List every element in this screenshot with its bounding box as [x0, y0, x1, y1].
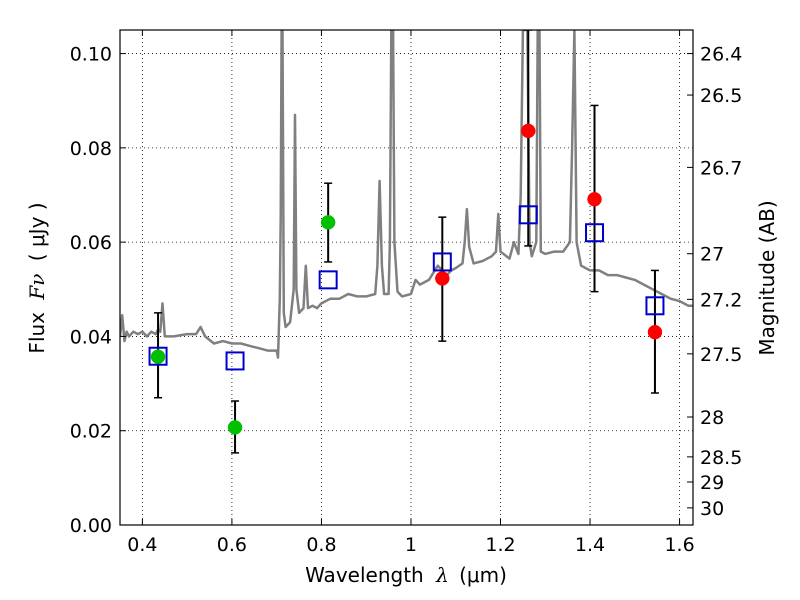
data-point-square — [518, 205, 538, 225]
x-tick-labels: 0.4 0.6 0.8 1 1.2 1.4 1.6 — [127, 534, 694, 556]
y2-tick-label: 28.5 — [700, 447, 742, 469]
y-axis-label-prefix: Flux — [25, 312, 49, 354]
plot-frame — [119, 29, 694, 526]
data-point-square — [318, 270, 338, 290]
y-tick-label: 0.08 — [70, 138, 112, 160]
y2-tick-label: 26.5 — [700, 85, 742, 107]
data-point-circle — [435, 271, 450, 286]
x-axis-label-prefix: Wavelength — [305, 563, 424, 587]
data-point-circle — [647, 324, 663, 340]
y-tick-label: 0.10 — [70, 44, 112, 66]
spectrum-line — [120, 30, 693, 359]
x-tick-label: 1.2 — [485, 534, 515, 556]
y-tick-labels: 0.00 0.02 0.04 0.06 0.08 0.10 — [70, 44, 112, 537]
data-point-circle — [521, 123, 536, 139]
y2-tick-label: 26.7 — [700, 157, 742, 179]
data-point-square — [225, 351, 245, 371]
data-markers — [148, 123, 665, 435]
y2-tick-label: 26.4 — [700, 44, 742, 66]
data-point-circle — [150, 349, 166, 364]
error-bars — [154, 30, 659, 454]
x-axis-label: Wavelength λ (μm) — [305, 563, 507, 587]
data-point-square — [148, 346, 168, 366]
y-tick-label: 0.00 — [70, 515, 112, 537]
y-axis-label: Flux Fν ( μJy ) — [25, 202, 49, 353]
x-tick-label: 1 — [405, 534, 417, 556]
data-point-square — [432, 252, 452, 272]
y2-tick-label: 27 — [700, 244, 724, 266]
data-point-square — [585, 223, 605, 243]
data-point-circle — [227, 420, 243, 435]
y2-axis-label: Magnitude (AB) — [755, 200, 779, 355]
y-tick-label: 0.04 — [70, 326, 112, 348]
x-tick-label: 0.6 — [217, 534, 247, 556]
x-tick-label: 0.4 — [127, 534, 157, 556]
x-tick-label: 1.6 — [664, 534, 694, 556]
model-spectrum — [120, 30, 693, 359]
x-axis-label-unit: (μm) — [459, 563, 507, 587]
y-axis-label-symbol: Fν — [25, 274, 49, 301]
x-tick-label: 0.8 — [306, 534, 336, 556]
y-axis-label-unit: ( μJy ) — [25, 202, 49, 261]
y2-tick-label: 27.5 — [700, 344, 742, 366]
grid-lines — [120, 30, 693, 526]
data-point-circle — [587, 191, 602, 207]
y-tick-label: 0.06 — [70, 232, 112, 254]
y2-tick-labels: 26.4 26.5 26.7 27 27.2 27.5 28 28.5 29 30 — [700, 44, 742, 520]
y2-tick-label: 29 — [700, 472, 724, 494]
x-axis-label-symbol: λ — [435, 563, 449, 587]
y2-tick-label: 27.2 — [700, 289, 742, 311]
data-point-circle — [320, 215, 336, 230]
y-tick-label: 0.02 — [70, 421, 112, 443]
axis-ticks — [120, 30, 693, 526]
x-tick-label: 1.4 — [575, 534, 605, 556]
y2-tick-label: 30 — [700, 498, 724, 520]
data-point-square — [645, 296, 665, 316]
y2-tick-label: 28 — [700, 407, 724, 429]
